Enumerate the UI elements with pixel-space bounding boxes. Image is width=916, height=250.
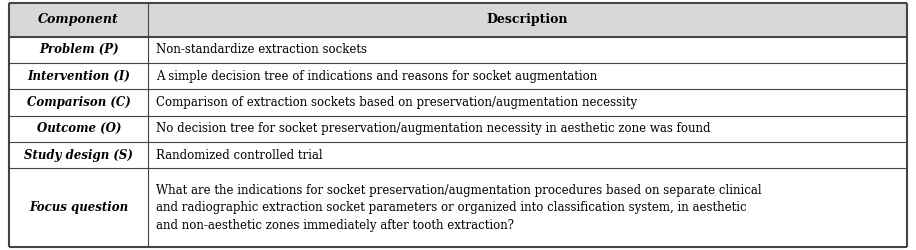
Bar — [148, 90, 907, 116]
Text: Non-standardize extraction sockets: Non-standardize extraction sockets — [156, 44, 366, 57]
Bar — [148, 142, 907, 169]
Text: Comparison of extraction sockets based on preservation/augmentation necessity: Comparison of extraction sockets based o… — [156, 96, 637, 109]
Bar — [9, 2, 148, 37]
Text: A simple decision tree of indications and reasons for socket augmentation: A simple decision tree of indications an… — [156, 70, 597, 83]
Bar — [9, 63, 148, 90]
Text: Description: Description — [486, 13, 568, 26]
Bar — [148, 63, 907, 90]
Bar — [148, 116, 907, 142]
Bar — [9, 116, 148, 142]
Text: Focus question: Focus question — [29, 202, 128, 214]
Text: Comparison (C): Comparison (C) — [27, 96, 131, 109]
Bar — [148, 168, 907, 248]
Bar — [9, 90, 148, 116]
Text: Problem (P): Problem (P) — [38, 44, 118, 57]
Text: Component: Component — [38, 13, 119, 26]
Bar — [148, 2, 907, 37]
Text: Study design (S): Study design (S) — [25, 149, 133, 162]
Text: Randomized controlled trial: Randomized controlled trial — [156, 149, 322, 162]
Text: Intervention (I): Intervention (I) — [27, 70, 130, 83]
Text: Outcome (O): Outcome (O) — [37, 122, 121, 136]
Bar — [9, 142, 148, 169]
Bar — [148, 37, 907, 63]
Text: No decision tree for socket preservation/augmentation necessity in aesthetic zon: No decision tree for socket preservation… — [156, 122, 710, 136]
Bar — [9, 37, 148, 63]
Text: What are the indications for socket preservation/augmentation procedures based o: What are the indications for socket pres… — [156, 184, 761, 232]
Bar — [9, 168, 148, 248]
